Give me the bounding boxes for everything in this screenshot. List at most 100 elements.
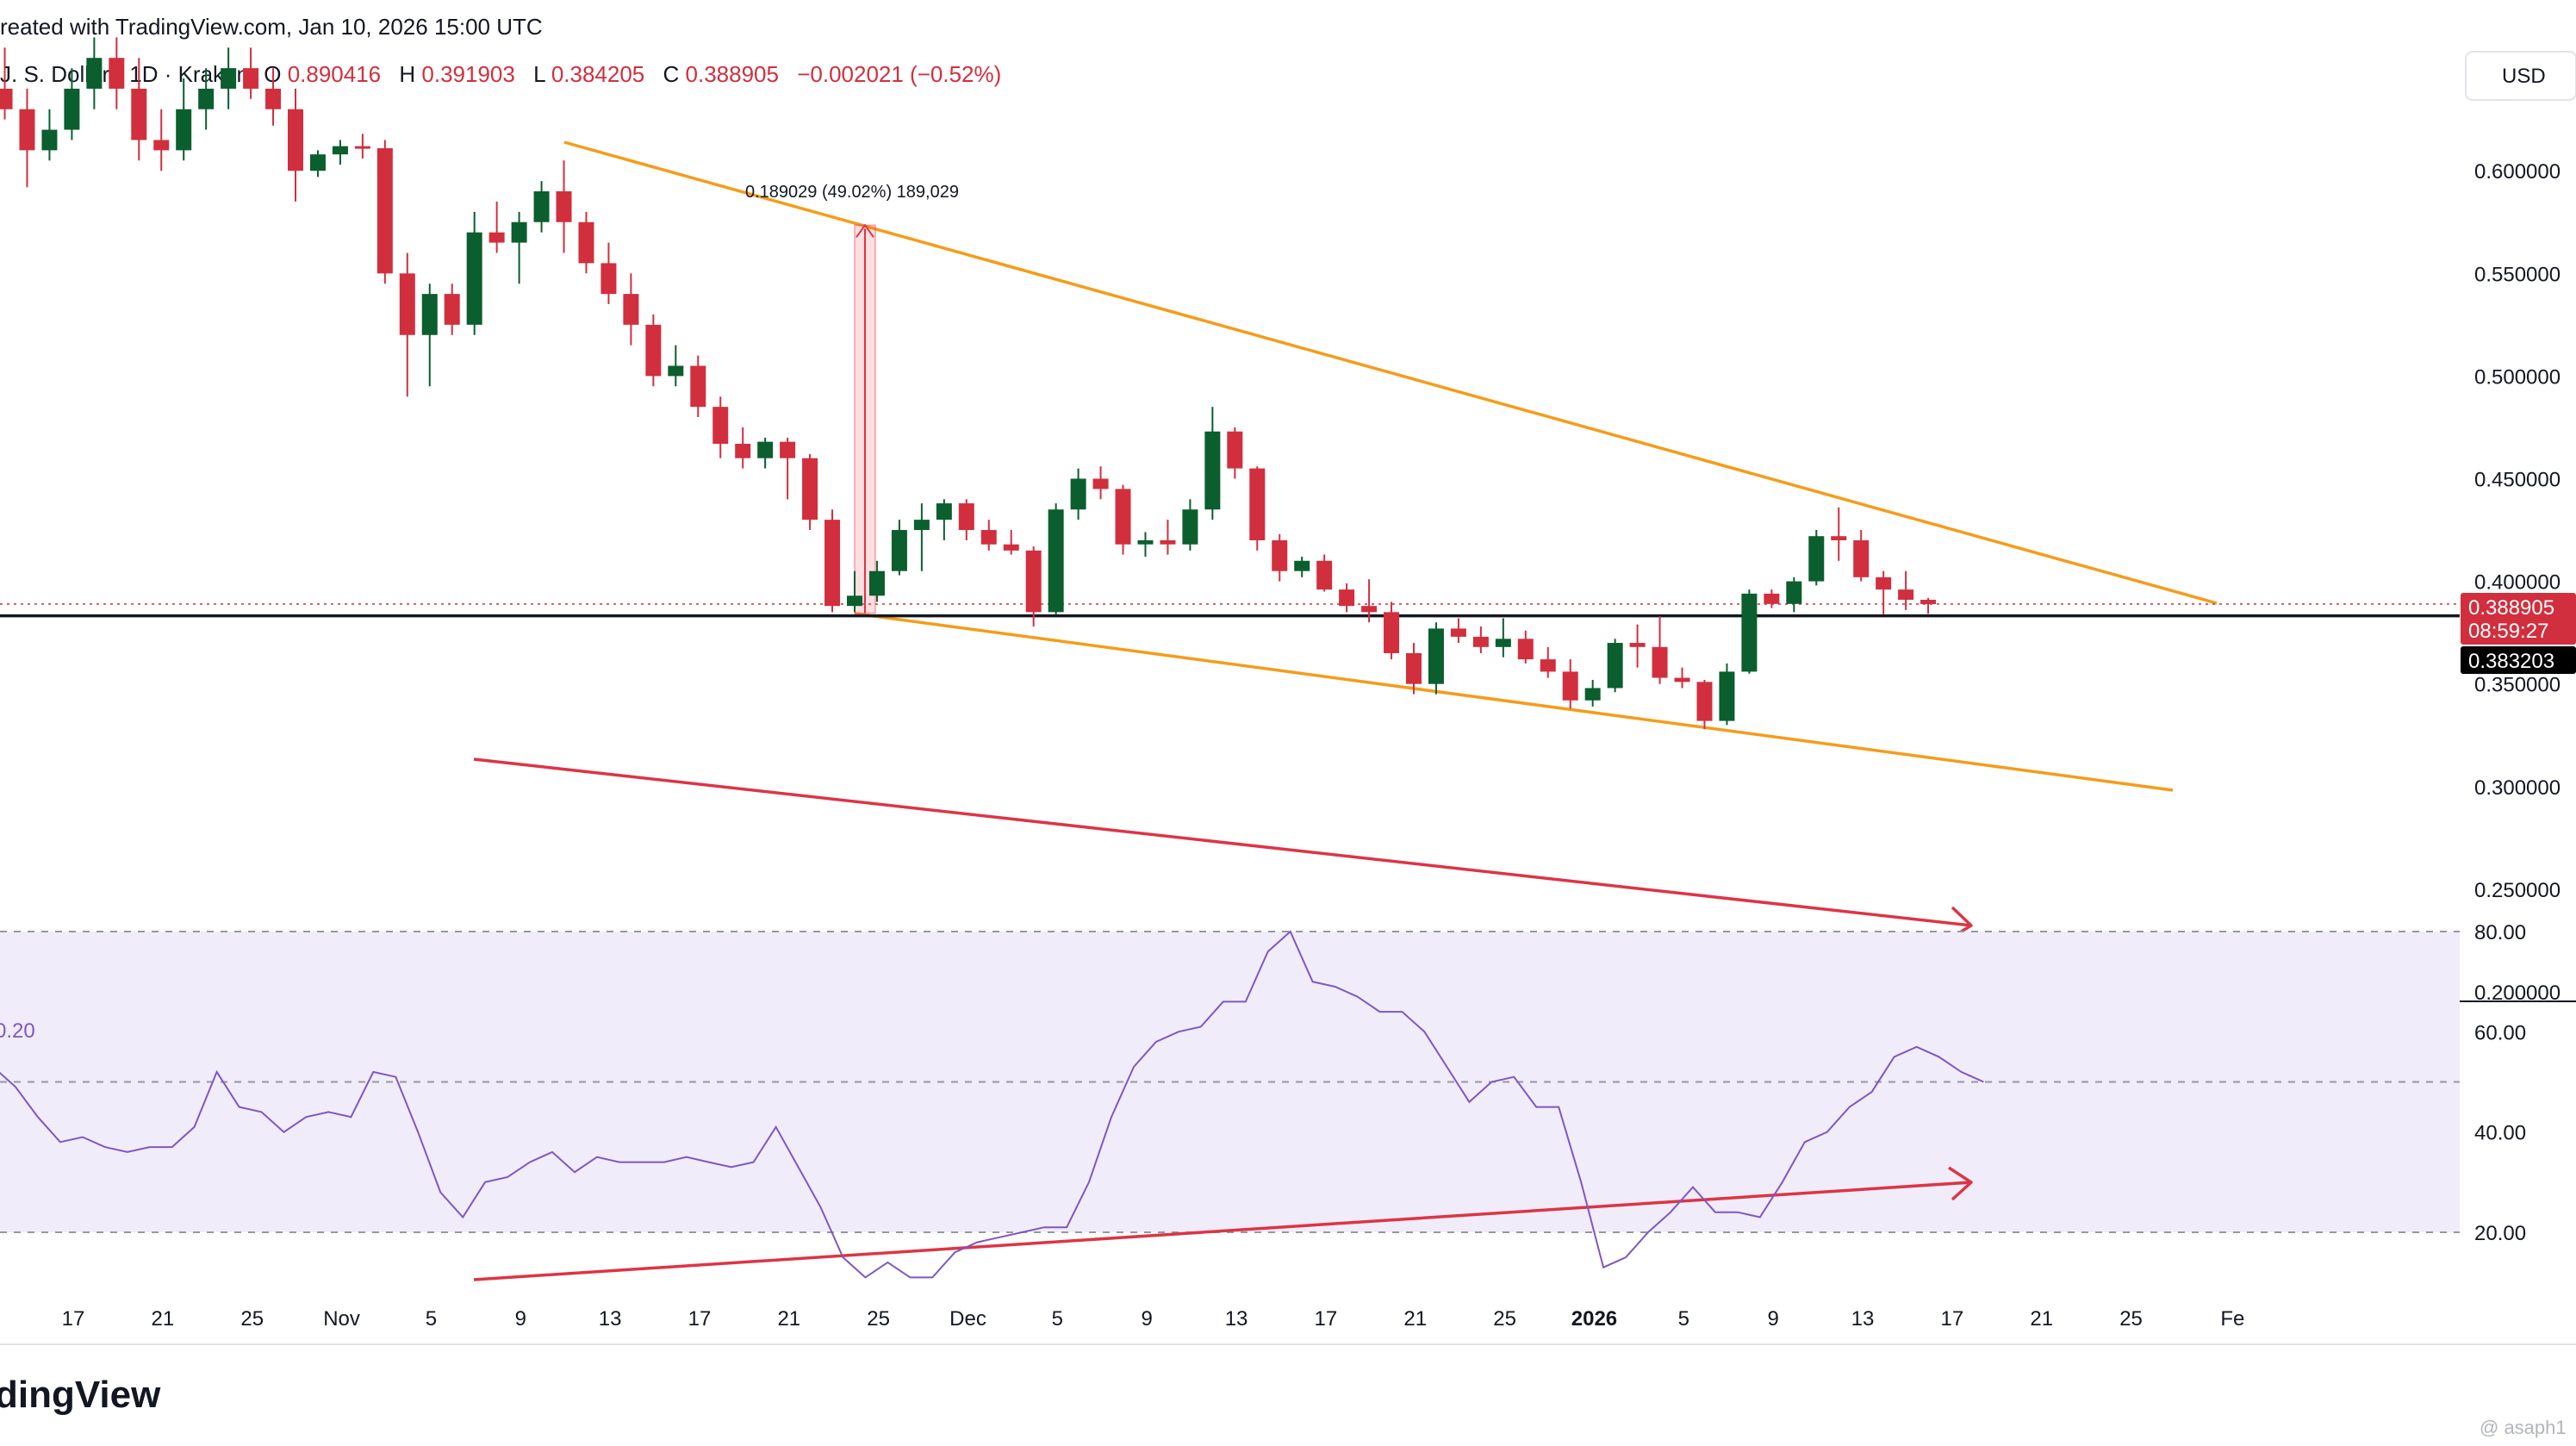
time-tick-label: 17 — [688, 1307, 712, 1331]
time-tick-label: 25 — [240, 1307, 264, 1331]
price-axis: 0.600000 0.550000 0.500000 0.450000 0.400000… — [2461, 160, 2576, 1005]
measure-arrow-head — [856, 223, 874, 238]
currency-label: USD — [2502, 65, 2546, 88]
rsi-pane: 0.20 — [0, 930, 2460, 1281]
candle-body — [488, 232, 505, 243]
candle-body — [1137, 539, 1154, 545]
candle-body — [176, 109, 192, 151]
candle-body — [913, 520, 930, 531]
rsi-up-arrow-line — [473, 1181, 1972, 1281]
candle-body — [1472, 636, 1489, 647]
price-tick-label: 0.200000 — [2474, 982, 2560, 1005]
wedge-upper-line — [563, 140, 2218, 605]
candle-body — [1719, 671, 1735, 721]
candles-group — [0, 37, 1937, 730]
candle-body — [780, 441, 796, 458]
candle-body — [19, 109, 35, 151]
time-tick-label: 2026 — [1571, 1307, 1617, 1331]
candle-body — [1876, 577, 1892, 590]
candle-body — [556, 191, 572, 222]
ohlc-legend: J. S. Dollar · 1D · Kraken O 0.890416 H … — [0, 61, 1001, 87]
candle-body — [1741, 593, 1758, 672]
time-tick-label: 21 — [151, 1307, 174, 1331]
candle-body — [511, 221, 527, 243]
candle-body — [1831, 536, 1847, 540]
chart-header: reated with TradingView.com, Jan 10, 202… — [0, 14, 1001, 87]
price-tick-label: 0.300000 — [2474, 776, 2560, 800]
time-tick-label: 9 — [1142, 1307, 1153, 1331]
currency-badge[interactable]: USD — [2465, 51, 2576, 101]
price-tick-label: 0.550000 — [2474, 263, 2560, 286]
candle-body — [1786, 581, 1802, 604]
symbol-prefix: J. S. Dollar · 1D · Kraken — [0, 61, 249, 87]
candle-body — [1584, 688, 1601, 701]
candle-body — [712, 407, 729, 445]
candle-body — [1339, 589, 1355, 607]
ohlc-l-value: 0.384205 — [551, 61, 644, 87]
candle-body — [64, 88, 80, 130]
candle-body — [265, 88, 282, 109]
last-price-badge — [2461, 593, 2576, 645]
candle-body — [623, 294, 639, 325]
price-pane: 0.189029 (49.02%) 189,029 — [0, 37, 2576, 1002]
time-tick-label: 25 — [1493, 1307, 1516, 1331]
candle-body — [221, 68, 237, 89]
candle-body — [824, 520, 841, 607]
time-tick-label: 17 — [62, 1307, 85, 1331]
time-tick-label: 13 — [599, 1307, 622, 1331]
candle-body — [243, 68, 259, 89]
candle-body — [1853, 539, 1870, 577]
time-tick-label: Dec — [949, 1307, 986, 1331]
time-tick-label: 21 — [2030, 1307, 2053, 1331]
ohlc-h-label: H — [399, 61, 415, 87]
candle-body — [153, 140, 170, 151]
candle-body — [1294, 560, 1310, 571]
candle-body — [1764, 593, 1780, 604]
price-tick-label: 0.500000 — [2474, 365, 2560, 389]
candle-body — [1003, 544, 1019, 551]
candle-body — [533, 191, 550, 222]
candle-body — [421, 294, 438, 335]
candle-body — [309, 154, 326, 171]
ohlc-change: −0.002021 (−0.52%) — [797, 61, 1001, 87]
candle-body — [131, 88, 147, 140]
rsi-up-arrow-head — [1948, 1166, 1973, 1201]
candle-body — [354, 146, 370, 149]
rsi-tick-label: 80.00 — [2474, 921, 2526, 944]
candle-body — [41, 129, 58, 151]
candle-body — [1092, 478, 1109, 489]
candle-body — [1428, 628, 1444, 684]
candle-body — [757, 441, 774, 458]
candle-body — [690, 365, 706, 408]
rsi-line — [0, 930, 1984, 1279]
candle-body — [1361, 606, 1378, 613]
candle-body — [1115, 489, 1131, 545]
candle-body — [936, 503, 952, 520]
candle-body — [1227, 431, 1243, 469]
candle-body — [1272, 539, 1288, 571]
candle-body — [399, 273, 415, 335]
time-tick-label: 25 — [867, 1307, 890, 1331]
candle-body — [868, 570, 885, 596]
measure-label: 0.189029 (49.02%) 189,029 — [745, 183, 959, 202]
candle-body — [86, 58, 103, 89]
time-axis: 17 21 25 Nov 5 9 13 17 21 25 Dec 5 9 13 17 21 25 2026 5 9 13… — [0, 1307, 2576, 1345]
rsi-tick-label: 20.00 — [2474, 1222, 2526, 1245]
candle-body — [802, 458, 818, 520]
candle-body — [1450, 628, 1466, 637]
candle-body — [958, 503, 974, 531]
time-tick-label: 9 — [1767, 1307, 1778, 1331]
candle-body — [1517, 639, 1534, 660]
ohlc-c-label: C — [663, 61, 680, 87]
ohlc-o-value: 0.890416 — [288, 61, 381, 87]
price-tick-label: 0.600000 — [2474, 160, 2560, 184]
time-tick-label: 13 — [1851, 1307, 1875, 1331]
author-credit: @ asaph1 — [2480, 1417, 2567, 1438]
candle-body — [1070, 478, 1086, 510]
time-tick-label: Nov — [323, 1307, 360, 1331]
candle-body — [0, 88, 13, 109]
candle-body — [1562, 671, 1578, 701]
candle-body — [1048, 509, 1064, 613]
time-tick-label: 5 — [1052, 1307, 1063, 1331]
